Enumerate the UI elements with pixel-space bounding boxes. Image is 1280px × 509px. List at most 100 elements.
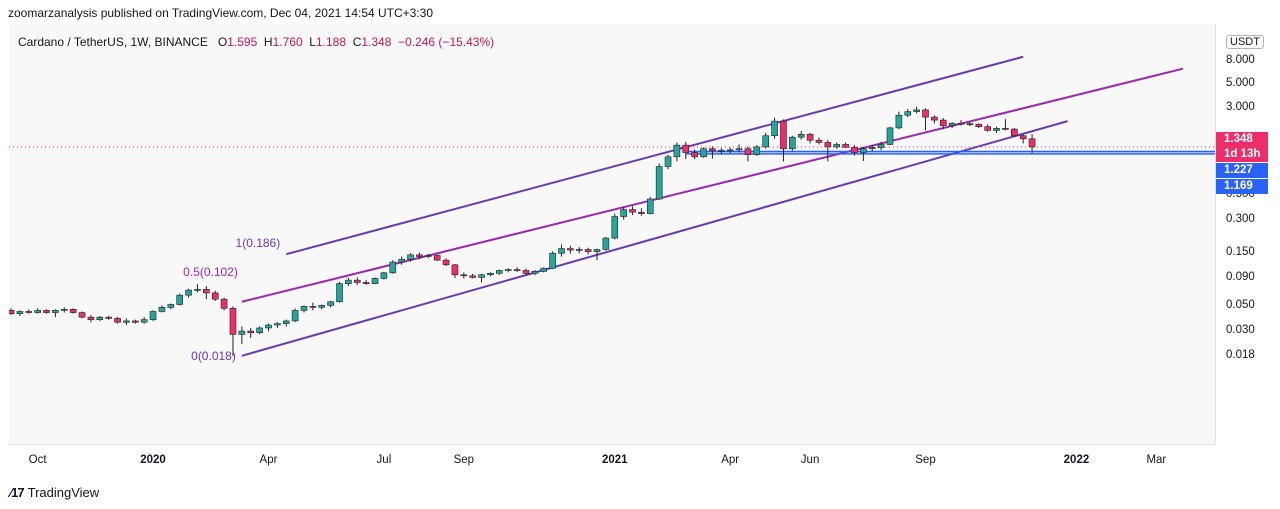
- price-tick: 5.000: [1226, 76, 1255, 89]
- candle-body: [336, 283, 343, 303]
- candle-body: [629, 209, 636, 213]
- candle-body: [291, 310, 299, 322]
- candle-body: [256, 327, 263, 334]
- candle-body: [957, 122, 965, 125]
- candle-body: [1011, 128, 1018, 137]
- candle-body: [478, 274, 485, 278]
- candlestick-chart[interactable]: 1(0.186) 0.5(0.102) 0(0.018): [9, 24, 1215, 444]
- candle-body: [753, 146, 761, 155]
- candle-body: [16, 311, 24, 314]
- candle-body: [78, 312, 86, 318]
- channel-bottom-line: [241, 120, 1068, 357]
- candle-body: [726, 149, 734, 152]
- currency-unit[interactable]: USDT: [1226, 35, 1264, 49]
- candle-body: [709, 148, 716, 151]
- candle-body: [833, 144, 841, 148]
- price-tick: 0.050: [1226, 299, 1255, 312]
- candle-body: [673, 144, 681, 158]
- countdown-tag: 1d 13h: [1216, 146, 1268, 162]
- candle-body: [504, 269, 512, 271]
- candle-body: [620, 209, 627, 217]
- tradingview-logo[interactable]: ⁄17 TradingView: [10, 485, 99, 500]
- candle-body: [362, 282, 370, 284]
- candle-body: [282, 320, 290, 324]
- candle-body: [531, 271, 539, 274]
- candle-body: [389, 261, 397, 274]
- candle-body: [211, 292, 219, 300]
- candle-body: [380, 272, 388, 279]
- symbol-title: Cardano / TetherUS, 1W, BINANCE: [18, 35, 208, 49]
- candle-body: [220, 298, 228, 309]
- candle-body: [9, 310, 15, 314]
- candle-body: [922, 109, 929, 118]
- high-label: H: [263, 35, 273, 49]
- candle-body: [860, 148, 867, 153]
- fib-label-05: 0.5(0.102): [183, 265, 238, 279]
- candle-body: [886, 127, 894, 145]
- candle-body: [345, 279, 352, 284]
- candle-body: [993, 128, 1000, 131]
- open-label: O: [217, 35, 228, 49]
- candle-body: [948, 122, 956, 126]
- chart-area[interactable]: 1(0.186) 0.5(0.102) 0(0.018): [9, 24, 1215, 444]
- time-tick: Jul: [376, 454, 392, 466]
- fib-label-1: 1(0.186): [236, 236, 281, 250]
- candle-body: [176, 294, 183, 305]
- candle-body: [60, 309, 68, 311]
- candle-body: [735, 148, 743, 151]
- price-tick: 0.018: [1226, 348, 1255, 361]
- publisher-line: zoomarzanalysis published on TradingView…: [8, 6, 434, 20]
- candle-body: [407, 254, 414, 260]
- candle-body: [371, 278, 379, 284]
- candle-body: [203, 289, 210, 294]
- candle-body: [815, 139, 823, 143]
- price-tick: 0.150: [1226, 246, 1255, 259]
- candle-body: [185, 289, 192, 296]
- candle-body: [34, 310, 41, 313]
- time-tick: Jun: [800, 454, 820, 466]
- fib-label-0: 0(0.018): [191, 349, 236, 363]
- channel-middle-line: [241, 67, 1184, 303]
- candle-body: [913, 109, 920, 112]
- candle-body: [487, 273, 494, 276]
- candle-body: [247, 330, 255, 334]
- time-tick: 2020: [140, 454, 166, 466]
- candle-body: [327, 301, 334, 306]
- candle-body: [513, 269, 521, 271]
- candle-body: [593, 249, 601, 252]
- open-value: 1.595: [227, 35, 258, 49]
- time-tick: Apr: [259, 454, 278, 466]
- price-axis[interactable]: USDT 8.0005.0003.0001.5000.5000.3000.150…: [1215, 24, 1280, 444]
- candle-body: [877, 144, 885, 148]
- price-tick: 0.090: [1226, 270, 1255, 283]
- low-label: L: [309, 35, 316, 49]
- time-tick: Sep: [915, 454, 936, 466]
- candle-body: [274, 323, 281, 326]
- candle-body: [762, 135, 769, 148]
- price-tick: 8.000: [1226, 53, 1255, 66]
- candle-body: [496, 270, 503, 274]
- time-tick: Sep: [453, 454, 475, 466]
- candle-body: [682, 144, 690, 153]
- candle-body: [416, 254, 423, 257]
- candle-body: [931, 116, 938, 121]
- candle-body: [1028, 138, 1036, 148]
- candle-body: [87, 316, 95, 320]
- low-value: 1.188: [315, 35, 347, 49]
- candle-body: [966, 123, 974, 126]
- candle-body: [442, 259, 450, 266]
- candle-body: [96, 316, 104, 320]
- time-axis[interactable]: Oct 2020 Apr Jul Sep 2021 Apr Jun Sep 2022 Mar: [9, 444, 1215, 473]
- candle-body: [975, 124, 983, 127]
- candle-body: [718, 149, 725, 152]
- tradingview-mark-icon: ⁄17: [10, 485, 25, 500]
- candle-body: [43, 310, 50, 313]
- candle-body: [638, 211, 645, 214]
- candle-body: [789, 136, 796, 150]
- candle-body: [575, 249, 583, 251]
- candle-body: [353, 279, 361, 283]
- candle-body: [584, 249, 592, 252]
- candle-body: [522, 270, 530, 274]
- candle-body: [744, 148, 752, 155]
- candle-body: [664, 156, 672, 167]
